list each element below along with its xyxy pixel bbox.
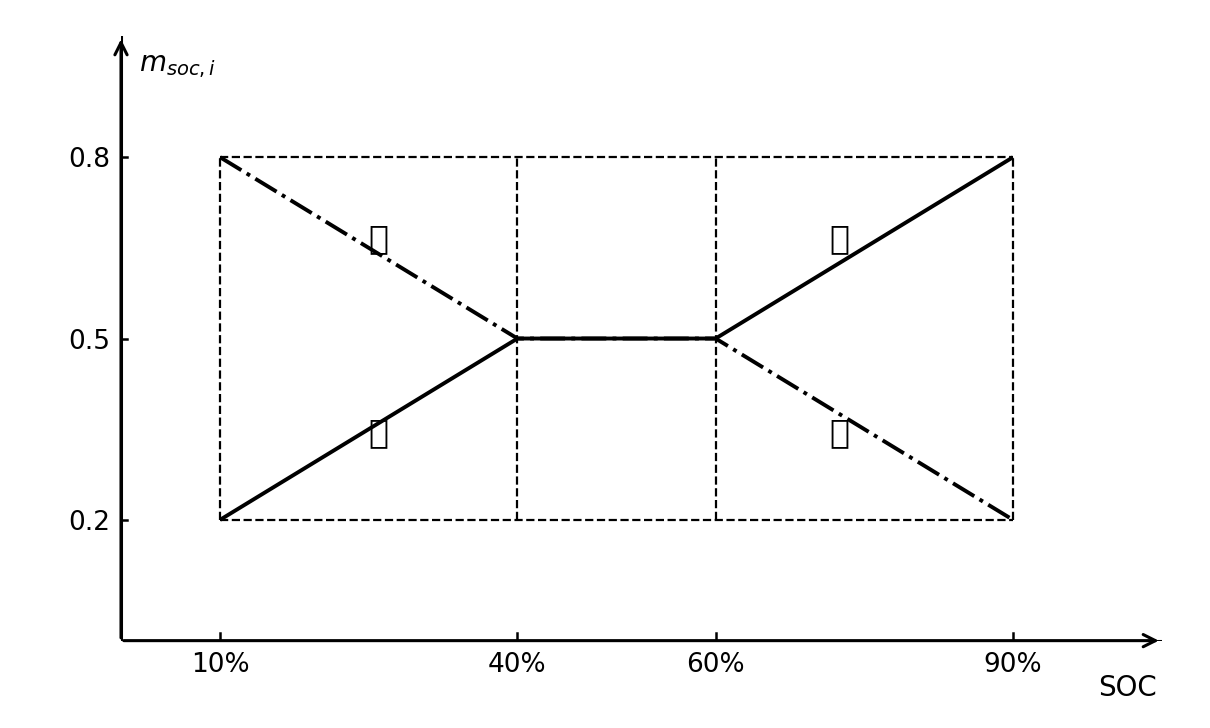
Text: 充: 充 bbox=[369, 416, 388, 448]
Text: 充: 充 bbox=[830, 222, 849, 256]
Text: $m_{soc,i}$: $m_{soc,i}$ bbox=[139, 52, 215, 79]
Text: 放: 放 bbox=[830, 416, 849, 448]
Text: 放: 放 bbox=[369, 222, 388, 256]
Text: SOC: SOC bbox=[1097, 674, 1157, 702]
